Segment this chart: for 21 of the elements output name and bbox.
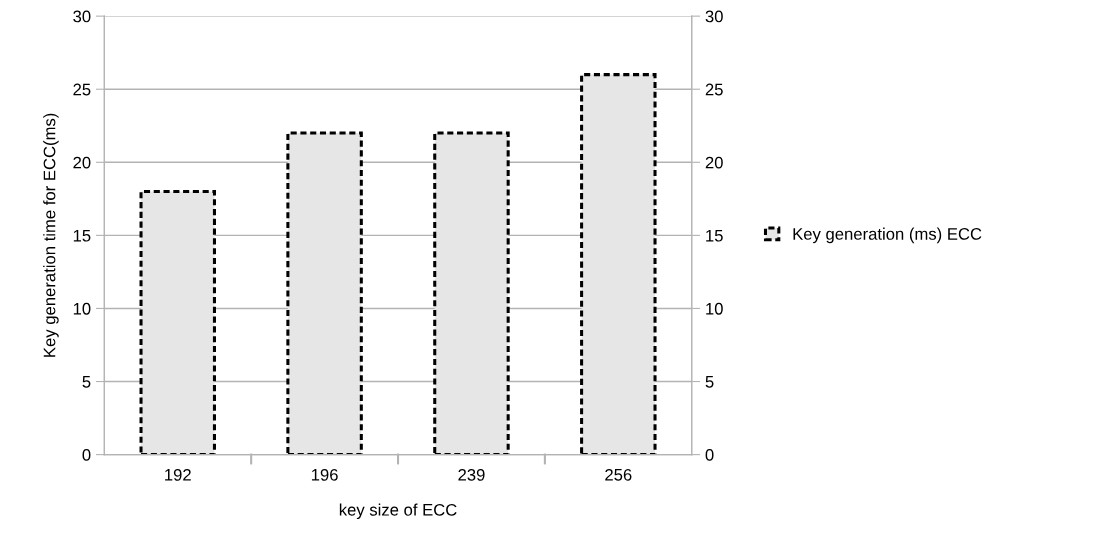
y2-tick-label: 0 (705, 449, 714, 461)
y-tick-label: 25 (73, 83, 91, 96)
y2-tick-label: 10 (706, 302, 723, 315)
legend-label: Key generation (ms) ECC (793, 227, 982, 244)
y-axis-title: Key generation time for ECC(ms) (43, 113, 59, 357)
y-tick-label: 20 (73, 156, 91, 169)
x-axis-title: key size of ECC (339, 503, 457, 520)
y-tick-label: 10 (73, 302, 91, 315)
x-tick-label: 192 (165, 468, 191, 481)
y2-tick-label: 25 (705, 83, 723, 96)
y-tick-label: 0 (82, 449, 91, 461)
y-tick-label: 15 (73, 229, 91, 242)
y2-tick-label: 5 (705, 376, 714, 388)
x-tick-label: 256 (605, 468, 632, 481)
y-tick-label: 30 (73, 10, 91, 23)
x-tick-label: 196 (311, 468, 338, 481)
y2-tick-label: 20 (705, 156, 723, 169)
y2-tick-label: 15 (706, 229, 723, 242)
y2-tick-label: 30 (705, 10, 723, 23)
x-tick-label: 239 (458, 468, 485, 481)
y-tick-label: 5 (82, 376, 91, 388)
